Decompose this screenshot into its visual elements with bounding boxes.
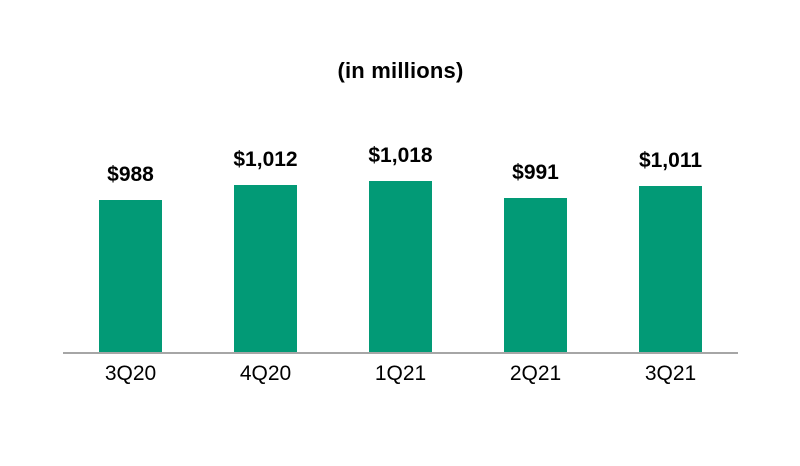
x-axis-label: 3Q21: [644, 362, 697, 385]
chart-title: (in millions): [337, 58, 464, 83]
bar: [504, 198, 567, 353]
bar-column: $991: [468, 120, 603, 353]
value-label: $991: [512, 161, 559, 184]
x-axis-label: 3Q20: [104, 362, 157, 385]
bar: [639, 186, 702, 353]
bar-column: $1,011: [603, 120, 738, 353]
x-axis-label: 1Q21: [374, 362, 427, 385]
bar-column: $1,012: [198, 120, 333, 353]
value-label: $1,011: [638, 149, 703, 172]
bar: [369, 181, 432, 353]
value-label: $1,012: [233, 148, 298, 171]
x-axis-labels: 3Q20 4Q20 1Q21 2Q21 3Q21: [63, 362, 738, 386]
value-label: $988: [107, 163, 154, 186]
bar: [99, 200, 162, 353]
bar-column: $988: [63, 120, 198, 353]
x-axis-label: 4Q20: [239, 362, 292, 385]
bar: [234, 185, 297, 353]
bar-column: $1,018: [333, 120, 468, 353]
value-label: $1,018: [368, 144, 433, 167]
x-axis-line: [63, 352, 738, 354]
plot-area: $988 $1,012 $1,018 $991 $1,011: [63, 120, 738, 353]
x-axis-label: 2Q21: [509, 362, 562, 385]
